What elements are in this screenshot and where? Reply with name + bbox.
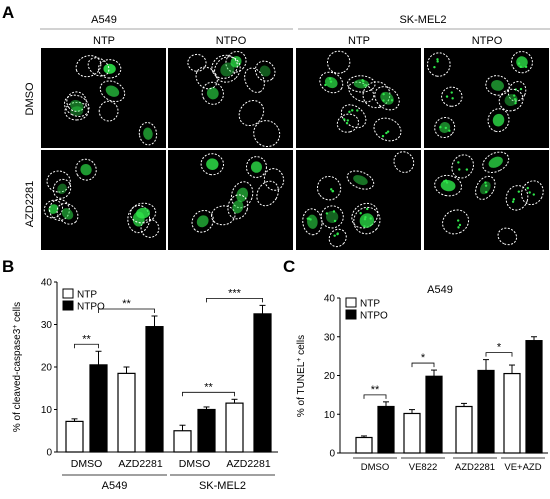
y-tick-label: 10	[324, 410, 336, 421]
category-label: VE822	[409, 462, 438, 473]
micrograph-tile	[168, 48, 293, 148]
row-label-azd2281: AZD2281	[24, 181, 36, 227]
bar-ntp	[225, 402, 244, 453]
significance-bracket	[182, 391, 235, 397]
significance-label: **	[82, 333, 91, 345]
column-label-3: NTP	[348, 35, 370, 47]
y-tick-label: 40	[324, 294, 336, 305]
significance-bracket	[98, 308, 155, 313]
y-tick-label: 0	[46, 448, 52, 459]
legend-label-ntp: NTP	[360, 299, 380, 310]
panel-c-ylabel: % of TUNEL+ cells	[296, 335, 308, 417]
bar-ntpo	[197, 408, 216, 453]
panel-c: C A549 % of TUNEL+ cells 010203040****NT…	[283, 257, 548, 473]
row-label-dmso: DMSO	[24, 82, 36, 115]
panel-b-letter: B	[2, 257, 14, 276]
column-label-1: NTP	[93, 35, 115, 47]
bar-ntp	[503, 372, 521, 454]
bar-ntpo	[89, 364, 108, 453]
condition-label: DMSO	[179, 458, 211, 470]
category-label: VE+AZD	[504, 462, 541, 473]
cell-line-a549: A549	[91, 14, 117, 26]
y-tick-label: 20	[324, 371, 336, 382]
bar-ntp	[403, 412, 421, 454]
cell-line-skmel2: SK-MEL2	[399, 14, 446, 26]
category-label: DMSO	[361, 462, 390, 473]
condition-label: DMSO	[71, 458, 103, 470]
condition-label: AZD2281	[118, 458, 163, 470]
significance-label: ***	[228, 287, 242, 299]
legend-label-ntp: NTP	[77, 290, 97, 301]
micrograph-tile	[296, 48, 421, 148]
legend-swatch-ntpo	[345, 309, 357, 320]
bar-ntpo	[477, 369, 495, 454]
micrograph-tile	[41, 48, 166, 148]
bar-ntpo	[145, 326, 164, 453]
bar-ntpo	[525, 340, 543, 454]
panel-a-letter: A	[2, 3, 14, 22]
group-label: A549	[102, 480, 128, 492]
panel-b-ylabel: % of cleaved-caspase3+ cells	[12, 302, 24, 432]
column-label-4: NTPO	[472, 35, 503, 47]
significance-label: **	[371, 384, 380, 396]
bar-ntp	[173, 430, 192, 453]
significance-label: *	[497, 342, 502, 354]
legend-label-ntpo: NTPO	[77, 302, 105, 313]
bar-ntp	[65, 420, 84, 453]
category-label: AZD2281	[455, 462, 495, 473]
y-tick-label: 10	[41, 405, 53, 416]
significance-bracket	[363, 394, 387, 399]
micrograph-tile	[424, 150, 549, 250]
column-label-2: NTPO	[216, 35, 247, 47]
y-tick-label: 0	[329, 449, 335, 460]
y-tick-label: 40	[41, 278, 53, 289]
condition-label: AZD2281	[226, 458, 271, 470]
panel-b: B % of cleaved-caspase3+ cells 0 10 20 30 40…	[2, 257, 278, 492]
micrograph-tile	[41, 150, 166, 250]
y-tick-label: 30	[41, 320, 53, 331]
bar-ntp	[355, 436, 373, 454]
bar-ntpo	[253, 313, 272, 453]
panel-c-letter: C	[283, 257, 295, 276]
panel-c-title: A549	[427, 284, 453, 296]
significance-label: **	[122, 298, 131, 310]
legend-swatch-ntpo	[62, 300, 74, 311]
legend-swatch-ntp	[345, 297, 357, 308]
bar-ntp	[117, 372, 136, 453]
micrograph-tile	[296, 150, 421, 250]
bar-ntpo	[425, 375, 443, 454]
y-tick-label: 20	[41, 363, 53, 374]
legend-swatch-ntp	[62, 288, 74, 299]
significance-label: *	[421, 352, 426, 364]
significance-label: **	[204, 381, 213, 393]
micrograph-tile	[424, 48, 549, 148]
y-tick-label: 30	[324, 332, 336, 343]
significance-bracket	[411, 362, 435, 368]
significance-bracket	[485, 352, 513, 357]
legend-label-ntpo: NTPO	[360, 311, 388, 322]
panel-a: A A549 SK-MEL2 NTP NTPO NTP NTPO DMSO AZ…	[2, 3, 550, 250]
group-label: SK-MEL2	[199, 480, 246, 492]
significance-bracket	[206, 297, 263, 303]
micrograph-tile	[168, 150, 293, 250]
bar-ntpo	[377, 405, 395, 454]
bar-ntp	[455, 405, 473, 454]
significance-bracket	[74, 343, 99, 349]
